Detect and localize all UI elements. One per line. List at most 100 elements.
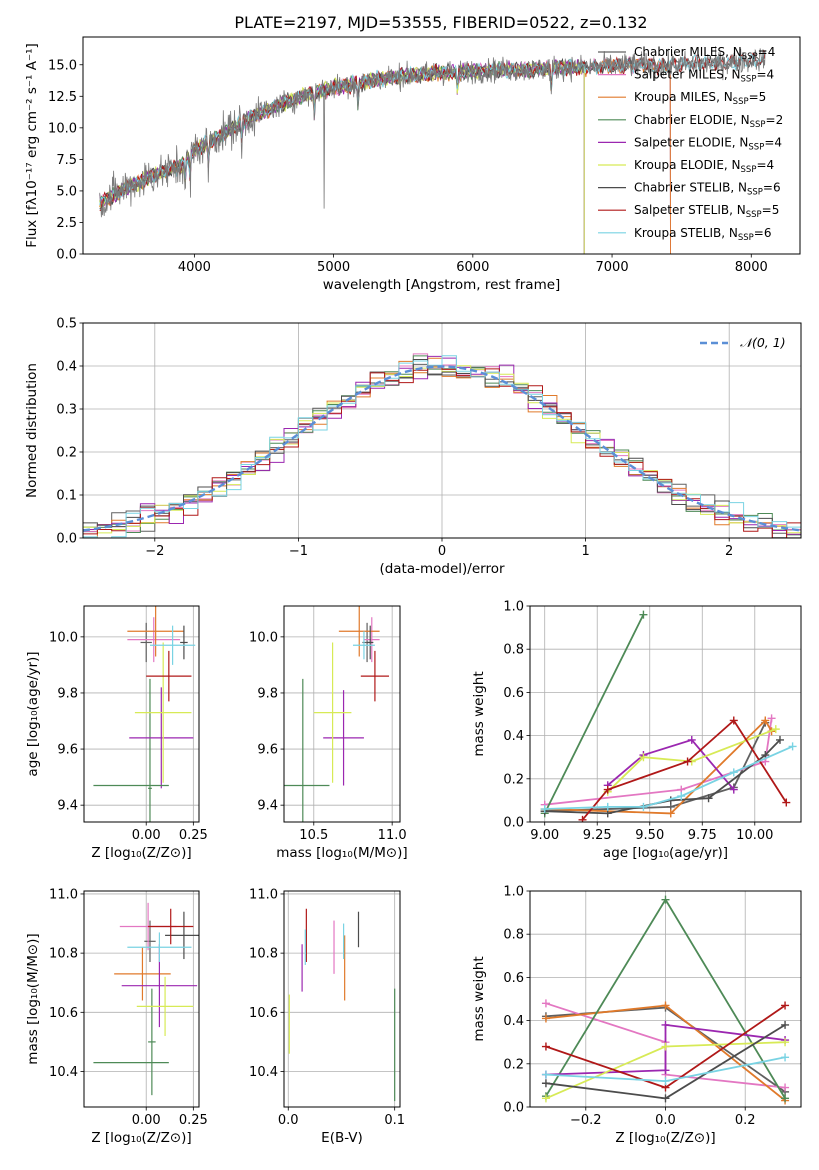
axes-frame xyxy=(82,322,802,539)
y-axis-label: mass [log₁₀(M/M⊙)] xyxy=(25,933,41,1064)
weight-point-marker xyxy=(661,1001,670,1010)
legend-nssp-prefix: , N xyxy=(730,181,747,195)
spectrum-data-line xyxy=(99,46,766,218)
y-tick-label: 10.4 xyxy=(49,1065,78,1080)
x-tick-label: −0.2 xyxy=(570,1113,602,1128)
weight-point-marker xyxy=(687,735,696,744)
weight-point-marker xyxy=(603,785,612,794)
x-tick-label: 1 xyxy=(581,544,589,559)
weight-point-marker xyxy=(639,610,648,619)
weight-point-marker xyxy=(729,716,738,725)
weight-point-marker xyxy=(661,1066,670,1075)
x-tick-label: 0.1 xyxy=(384,1113,405,1128)
legend-entry: Kroupa ELODIE, NSSP=4 xyxy=(634,158,774,175)
legend-model-name: Chabrier MILES xyxy=(634,45,725,59)
x-axis-label: Z [log₁₀(Z/Z⊙)] xyxy=(615,1130,715,1146)
legend-entry: Salpeter ELODIE, NSSP=4 xyxy=(634,135,782,152)
y-tick-label: 10.0 xyxy=(249,630,278,645)
legend-model-name: Chabrier STELIB xyxy=(634,181,730,195)
x-axis-label: age [log₁₀(age/yr)] xyxy=(603,845,728,861)
weight-point-marker xyxy=(775,735,784,744)
legend-nssp-value: 4 xyxy=(768,45,776,59)
x-tick-label: 0.00 xyxy=(132,828,161,843)
legend-entry: Kroupa MILES, NSSP=5 xyxy=(634,90,766,107)
legend-nssp-subscript: SSP xyxy=(741,165,757,175)
y-tick-label: 7.5 xyxy=(56,153,77,168)
x-tick-label: 8000 xyxy=(735,260,768,275)
y-tick-label: 10.4 xyxy=(249,1065,278,1080)
y-tick-label: 9.6 xyxy=(257,743,278,758)
legend-nssp-prefix: , N xyxy=(733,113,750,127)
x-axis-label: (data-model)/error xyxy=(379,561,505,577)
y-tick-label: 9.8 xyxy=(57,686,78,701)
legend-nssp-equals: = xyxy=(763,181,773,195)
y-tick-label: 0.0 xyxy=(503,816,524,831)
y-tick-label: 12.5 xyxy=(48,90,77,105)
y-tick-label: 9.4 xyxy=(257,799,278,814)
y-axis-label: age [log₁₀(age/yr)] xyxy=(25,651,41,776)
y-tick-label: 0.4 xyxy=(56,360,77,375)
spectrum-model-line xyxy=(99,52,765,206)
plot-area-weight-vs-age xyxy=(540,610,797,822)
x-tick-label: 0.00 xyxy=(132,1113,161,1128)
legend-nssp-equals: = xyxy=(758,45,768,59)
y-tick-label: 0.8 xyxy=(503,928,524,943)
weight-series-line xyxy=(544,719,773,815)
weight-point-marker xyxy=(781,1053,790,1062)
plot-area-mass-vs-EBV xyxy=(288,908,396,1102)
axes-frame xyxy=(283,890,401,1108)
legend-entry: Chabrier ELODIE, NSSP=2 xyxy=(634,113,783,130)
weight-point-marker xyxy=(677,792,686,801)
legend-nssp-equals: = xyxy=(756,158,766,172)
weight-point-marker xyxy=(729,768,738,777)
axes-frame xyxy=(83,605,200,823)
legend-nssp-subscript: SSP xyxy=(750,120,766,130)
weight-point-marker xyxy=(761,716,770,725)
weight-point-marker xyxy=(661,1042,670,1051)
legend-nssp-subscript: SSP xyxy=(738,233,754,243)
legend-nssp-equals: = xyxy=(764,135,774,149)
x-tick-label: 9.75 xyxy=(688,828,717,843)
y-tick-label: 0.5 xyxy=(56,317,77,332)
legend-entry: Salpeter MILES, NSSP=4 xyxy=(634,68,774,85)
legend-nssp-value: 4 xyxy=(767,158,775,172)
weight-series-line xyxy=(544,745,793,810)
legend-nssp-equals: = xyxy=(749,90,759,104)
x-tick-label: 0 xyxy=(438,544,446,559)
legend-nssp-prefix: , N xyxy=(729,203,746,217)
legend-nssp-equals: = xyxy=(766,113,776,127)
plot-area-residuals xyxy=(83,353,801,538)
weight-point-marker xyxy=(541,999,550,1008)
axes-frame xyxy=(529,890,802,1108)
legend-model-name: Salpeter STELIB xyxy=(634,203,729,217)
axes-frame xyxy=(83,890,200,1108)
weight-point-marker xyxy=(781,1083,790,1092)
legend-nssp-subscript: SSP xyxy=(742,52,758,62)
panel-spectrum: 4000 5000 6000 7000 8000 0.0 2.5 5.0 7.5 10.0 12.5… xyxy=(24,36,801,293)
x-tick-label: 10.00 xyxy=(736,828,773,843)
weight-point-marker xyxy=(541,1042,550,1051)
y-tick-label: 0.2 xyxy=(503,1057,524,1072)
x-tick-label: 11.0 xyxy=(378,828,407,843)
y-tick-label: 9.4 xyxy=(57,799,78,814)
panel-mass-vs-Z: 0.00 0.25 10.4 10.6 10.8 11.0 Z [log₁₀(Z/Z⊙)] m… xyxy=(25,887,208,1146)
axes-frame xyxy=(529,605,802,823)
x-tick-label: 9.25 xyxy=(583,828,612,843)
y-tick-label: 9.6 xyxy=(57,743,78,758)
panel-residuals: −2 −1 0 1 2 0.0 0.1 0.2 0.3 0.4 0.5 (data-model)/er… xyxy=(24,317,802,577)
y-tick-label: 0.3 xyxy=(56,403,77,418)
y-tick-label: 1.0 xyxy=(503,885,524,900)
plot-area-weight-vs-Z xyxy=(541,895,790,1105)
legend-nssp-value: 2 xyxy=(776,113,784,127)
legend-nssp-prefix: , N xyxy=(732,135,749,149)
y-tick-label: 1.0 xyxy=(503,600,524,615)
panel-age-vs-mass: 10.5 11.0 9.4 9.6 9.8 10.0 mass [log₁₀(M/M⊙)] xyxy=(249,605,408,861)
plot-area-age-vs-mass xyxy=(284,606,390,822)
legend-nssp-value: 5 xyxy=(772,203,780,217)
y-tick-label: 9.8 xyxy=(257,686,278,701)
panel-weight-vs-age: 9.00 9.25 9.50 9.75 10.00 0.0 0.2 0.4 0.6 0.8 1.0 a… xyxy=(471,600,802,861)
y-tick-label: 0.6 xyxy=(503,686,524,701)
legend-entry: Chabrier STELIB, NSSP=6 xyxy=(634,181,781,198)
weight-point-marker xyxy=(704,794,713,803)
